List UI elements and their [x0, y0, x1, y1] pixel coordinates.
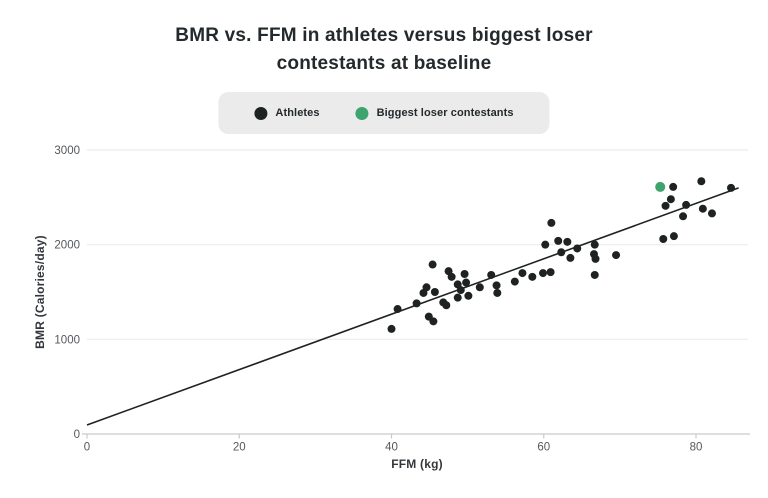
- athlete-point: [591, 254, 600, 263]
- legend-item-biggest-loser[interactable]: Biggest loser contestants: [355, 106, 514, 120]
- athlete-point: [590, 240, 599, 249]
- biggest-loser-marker-icon: [355, 106, 369, 120]
- y-axis-title: BMR (Calories/day): [33, 235, 47, 349]
- y-tick-label-1000: 1000: [54, 334, 80, 346]
- legend-item-athletes[interactable]: Athletes: [254, 106, 320, 120]
- athlete-point: [659, 234, 668, 243]
- athlete-point: [387, 324, 396, 333]
- athlete-point: [612, 251, 621, 260]
- athlete-point: [510, 277, 519, 286]
- athlete-point: [566, 253, 575, 262]
- biggest-loser-point: [655, 181, 666, 192]
- legend-label-biggest-loser: Biggest loser contestants: [376, 107, 514, 119]
- athlete-point: [447, 272, 456, 281]
- x-tick-label-80: 80: [690, 442, 703, 454]
- x-tick-label-20: 20: [233, 442, 246, 454]
- athlete-point: [430, 287, 439, 296]
- athlete-point: [661, 201, 670, 210]
- x-tick-label-0: 0: [84, 442, 90, 454]
- athlete-point: [487, 270, 496, 279]
- axes: [82, 433, 750, 439]
- legend-label-athletes: Athletes: [275, 107, 320, 119]
- legend: Athletes Biggest loser contestants: [218, 92, 550, 134]
- athlete-point: [462, 278, 471, 287]
- x-tick-label-60: 60: [537, 442, 550, 454]
- athlete-point: [547, 218, 556, 227]
- athlete-point: [412, 299, 421, 308]
- athlete-point: [727, 183, 736, 192]
- athlete-point: [546, 268, 555, 277]
- data-points: [387, 177, 736, 333]
- athlete-point: [453, 293, 462, 302]
- athlete-point: [541, 240, 550, 249]
- y-tick-label-0: 0: [74, 429, 80, 441]
- athlete-point: [557, 248, 566, 257]
- athlete-point: [429, 317, 438, 326]
- athlete-point: [428, 260, 437, 269]
- x-tick-label-40: 40: [385, 442, 398, 454]
- athlete-point: [669, 182, 678, 191]
- chart-title: BMR vs. FFM in athletes versus biggest l…: [175, 25, 593, 74]
- athlete-point: [669, 232, 678, 241]
- athlete-point: [679, 212, 688, 221]
- athlete-point: [464, 291, 473, 300]
- athlete-point: [697, 177, 706, 186]
- trend-line: [86, 187, 739, 426]
- athlete-point: [554, 236, 563, 245]
- athlete-point: [528, 272, 537, 281]
- athlete-point: [666, 195, 675, 204]
- athlete-point: [538, 269, 547, 278]
- athletes-marker-icon: [254, 106, 268, 120]
- athlete-point: [460, 270, 469, 279]
- athlete-point: [682, 200, 691, 209]
- y-tick-label-3000: 3000: [54, 145, 80, 157]
- athlete-point: [422, 283, 431, 292]
- athlete-point: [698, 204, 707, 213]
- athlete-point: [492, 281, 501, 290]
- athlete-point: [475, 283, 484, 292]
- athlete-point: [456, 286, 465, 295]
- gridlines: [87, 149, 748, 340]
- x-axis-title: FFM (kg): [391, 457, 443, 471]
- tick-labels: 0 20 40 60 80 0 1000 2000 3000: [54, 145, 702, 454]
- athlete-point: [442, 301, 451, 310]
- athlete-point: [563, 237, 572, 246]
- athlete-point: [518, 269, 527, 278]
- athlete-point: [573, 244, 582, 253]
- athlete-point: [393, 305, 402, 314]
- athlete-point: [590, 270, 599, 279]
- athlete-point: [493, 288, 502, 297]
- regression-line: [86, 187, 739, 426]
- athlete-point: [707, 209, 716, 218]
- y-tick-label-2000: 2000: [54, 240, 80, 252]
